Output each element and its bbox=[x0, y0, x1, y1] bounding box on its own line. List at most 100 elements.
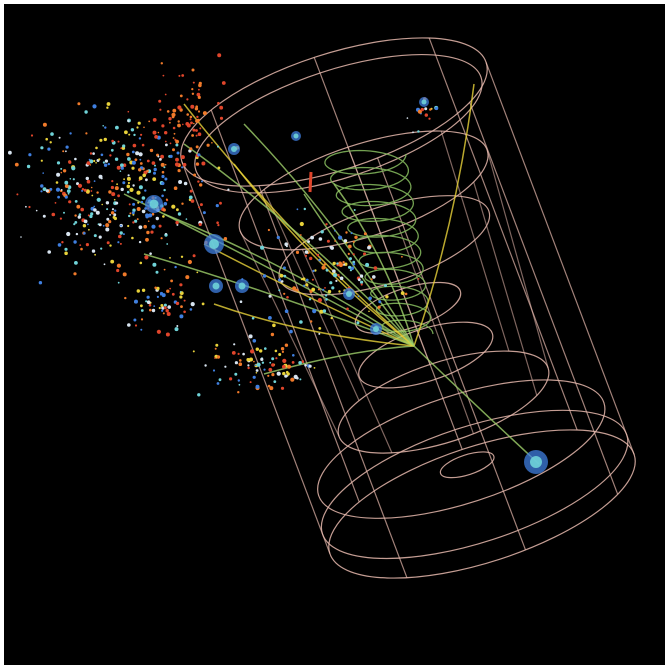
hit-point bbox=[292, 354, 295, 357]
hit-point bbox=[217, 53, 222, 58]
hit-point bbox=[327, 289, 332, 294]
hit-point bbox=[284, 242, 289, 246]
hit-point bbox=[176, 208, 179, 212]
hit-point bbox=[127, 174, 130, 177]
hit-point bbox=[136, 289, 140, 293]
hit-point bbox=[359, 274, 364, 278]
hit-point bbox=[55, 181, 59, 184]
hit-point bbox=[54, 202, 57, 204]
hit-point bbox=[169, 142, 172, 145]
hit-point bbox=[100, 247, 103, 250]
hit-point bbox=[305, 278, 309, 282]
hit-point bbox=[95, 146, 98, 150]
hit-point bbox=[122, 233, 125, 236]
hit-point bbox=[307, 240, 310, 244]
hit-point bbox=[161, 293, 166, 298]
hit-point bbox=[195, 134, 198, 137]
hit-point bbox=[58, 136, 61, 139]
hit-point bbox=[212, 369, 216, 372]
hit-point bbox=[126, 152, 130, 157]
hit-point bbox=[45, 189, 49, 193]
hit-point bbox=[275, 357, 278, 360]
hit-point bbox=[127, 323, 131, 327]
hit-point bbox=[118, 234, 122, 239]
particle-track bbox=[163, 213, 415, 347]
hit-point bbox=[129, 212, 132, 215]
hit-point bbox=[363, 232, 367, 236]
hit-point bbox=[8, 150, 12, 155]
hit-point bbox=[131, 236, 134, 240]
hit-point bbox=[117, 241, 120, 244]
hit-point bbox=[64, 247, 68, 251]
hit-point bbox=[191, 88, 194, 91]
hit-point bbox=[313, 367, 316, 369]
hit-point bbox=[96, 197, 101, 202]
hit-point bbox=[198, 83, 202, 88]
hit-point bbox=[179, 291, 182, 293]
hit-point bbox=[189, 118, 192, 121]
hit-point bbox=[189, 189, 193, 193]
hit-point bbox=[145, 178, 148, 182]
event-display bbox=[8, 37, 636, 579]
hit-point bbox=[73, 240, 77, 244]
hit-point bbox=[28, 153, 32, 157]
hit-point bbox=[191, 134, 195, 137]
hit-point bbox=[66, 189, 71, 194]
hit-point bbox=[195, 105, 198, 108]
hit-point bbox=[139, 261, 143, 265]
hit-point bbox=[112, 215, 116, 219]
hit-point bbox=[318, 332, 321, 335]
hit-point bbox=[126, 176, 131, 181]
hit-point bbox=[368, 296, 372, 301]
hit-point bbox=[189, 147, 193, 151]
hit-point bbox=[174, 162, 180, 167]
hit-point bbox=[179, 283, 183, 287]
hit-point bbox=[148, 120, 151, 123]
hit-point bbox=[138, 137, 142, 140]
hit-point bbox=[95, 210, 100, 215]
hit-point bbox=[161, 170, 165, 174]
hit-point bbox=[114, 186, 119, 191]
hit-point bbox=[303, 207, 306, 211]
hit-point bbox=[219, 116, 224, 120]
hit-point bbox=[269, 361, 272, 364]
hit-point bbox=[93, 159, 96, 163]
hit-point bbox=[195, 162, 199, 166]
hit-point bbox=[170, 279, 174, 283]
hit-point bbox=[122, 144, 126, 148]
hit-point bbox=[64, 180, 69, 185]
hit-point bbox=[280, 280, 284, 283]
hit-point bbox=[161, 174, 165, 179]
hit-point bbox=[295, 288, 299, 292]
hit-point bbox=[171, 115, 175, 119]
hit-point bbox=[30, 134, 34, 137]
hit-point bbox=[289, 329, 293, 334]
hit-point bbox=[128, 214, 131, 218]
hit-point bbox=[136, 126, 139, 129]
hit-point bbox=[35, 209, 38, 212]
detector-edge bbox=[440, 130, 510, 352]
hit-point bbox=[151, 224, 156, 229]
hit-point bbox=[312, 269, 315, 273]
hit-point bbox=[192, 128, 196, 132]
detector-ring bbox=[439, 451, 495, 479]
hit-point bbox=[428, 117, 431, 120]
hit-point bbox=[367, 245, 371, 250]
hit-point bbox=[77, 183, 83, 188]
hit-point bbox=[179, 314, 184, 319]
hit-point bbox=[105, 223, 110, 228]
hit-point bbox=[85, 189, 90, 194]
hit-point bbox=[85, 176, 90, 181]
hit-point bbox=[284, 309, 289, 314]
hit-point bbox=[123, 178, 125, 181]
hit-point bbox=[57, 195, 60, 199]
hit-point bbox=[349, 257, 352, 261]
hit-point bbox=[136, 218, 139, 221]
hit-point bbox=[177, 169, 181, 173]
hit-point bbox=[177, 212, 182, 216]
hit-point bbox=[105, 201, 110, 205]
hit-point bbox=[217, 101, 220, 105]
hit-point bbox=[187, 259, 192, 265]
hit-point bbox=[165, 143, 168, 147]
hit-point bbox=[286, 372, 290, 376]
